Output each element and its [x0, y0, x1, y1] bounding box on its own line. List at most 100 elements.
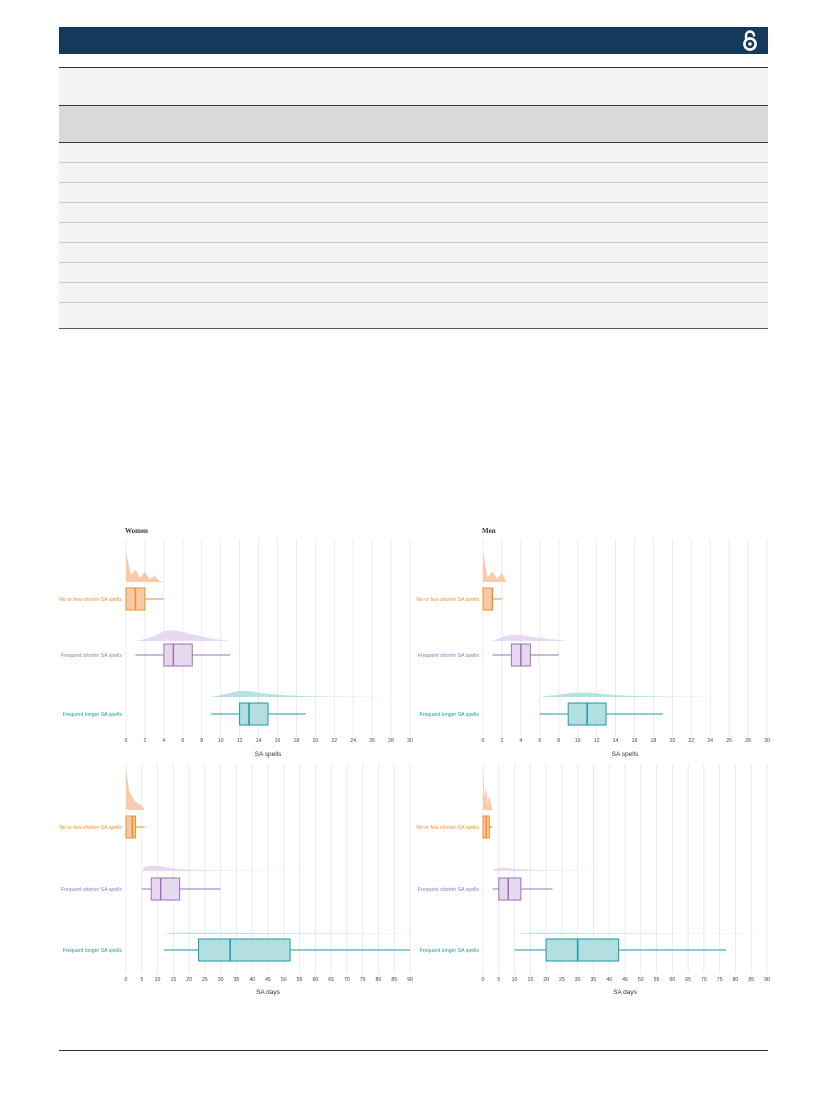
tick-label: 55	[297, 977, 303, 983]
footer-rule	[59, 1050, 768, 1051]
open-access-icon	[743, 30, 757, 51]
density-orange	[483, 768, 493, 810]
tick-label: 80	[733, 977, 739, 983]
density-purple	[141, 865, 316, 871]
tick-label: 0	[482, 977, 485, 983]
tick-label: 50	[638, 977, 644, 983]
tick-label: 6	[181, 738, 184, 744]
table-row	[59, 262, 768, 263]
group-label: Frequent shorter SA spells	[61, 887, 123, 893]
tick-label: 28	[388, 738, 394, 744]
tick-label: 75	[360, 977, 366, 983]
tick-label: 26	[369, 738, 375, 744]
tick-label: 2	[143, 738, 146, 744]
tick-label: 28	[745, 738, 751, 744]
x-axis-label: SA spells	[255, 751, 282, 758]
tick-label: 30	[575, 977, 581, 983]
tick-label: 18	[294, 738, 300, 744]
density-purple	[492, 867, 610, 871]
tick-label: 22	[331, 738, 337, 744]
group-label: No or few shorter SA spells	[416, 825, 479, 831]
tick-label: 35	[234, 977, 240, 983]
tick-label: 20	[186, 977, 192, 983]
tick-label: 24	[707, 738, 713, 744]
tick-label: 70	[344, 977, 350, 983]
table-row	[59, 162, 768, 163]
tick-label: 80	[376, 977, 382, 983]
tick-label: 70	[701, 977, 707, 983]
tick-label: 65	[685, 977, 691, 983]
group-label: No or few shorter SA spells	[59, 825, 122, 831]
tick-label: 25	[202, 977, 208, 983]
tick-label: 5	[140, 977, 143, 983]
box-orange	[482, 587, 493, 611]
tick-label: 55	[654, 977, 660, 983]
tick-label: 4	[162, 738, 165, 744]
tick-label: 40	[249, 977, 255, 983]
tick-label: 8	[557, 738, 560, 744]
density-orange	[126, 552, 164, 582]
tick-label: 26	[726, 738, 732, 744]
x-axis-label: SA spells	[612, 751, 639, 758]
box-orange	[125, 815, 136, 839]
box-purple	[150, 877, 181, 901]
tick-label: 50	[281, 977, 287, 983]
table-row	[59, 302, 768, 303]
density-teal	[539, 692, 730, 697]
tick-label: 5	[497, 977, 500, 983]
tick-label: 45	[622, 977, 628, 983]
tick-label: 60	[312, 977, 318, 983]
x-axis-label: SA days	[613, 989, 638, 996]
box-teal	[239, 702, 269, 726]
density-orange	[483, 552, 507, 582]
tick-label: 4	[519, 738, 522, 744]
tick-label: 6	[538, 738, 541, 744]
tick-label: 0	[482, 738, 485, 744]
tick-label: 0	[125, 977, 128, 983]
tick-label: 14	[613, 738, 619, 744]
tick-label: 35	[591, 977, 597, 983]
box-purple	[163, 643, 193, 667]
x-axis-label: SA days	[256, 989, 281, 996]
tick-label: 15	[527, 977, 533, 983]
table-row	[59, 242, 768, 243]
journal-header-bar	[59, 27, 768, 54]
group-label: Frequent longer SA spells	[63, 948, 123, 954]
tick-label: 45	[265, 977, 271, 983]
group-label: Frequent shorter SA spells	[61, 653, 123, 659]
tick-label: 75	[717, 977, 723, 983]
tick-label: 2	[500, 738, 503, 744]
density-teal	[163, 932, 410, 934]
box-teal	[198, 938, 291, 962]
tick-label: 10	[512, 977, 518, 983]
table-row	[59, 182, 768, 183]
tick-label: 24	[350, 738, 356, 744]
table-row	[59, 202, 768, 203]
tick-label: 60	[669, 977, 675, 983]
density-purple	[492, 634, 569, 641]
tick-label: 20	[669, 738, 675, 744]
data-table	[59, 67, 768, 329]
tick-label: 30	[218, 977, 224, 983]
density-purple	[135, 630, 231, 641]
tick-label: 10	[155, 977, 161, 983]
density-orange	[126, 768, 145, 810]
tick-label: 18	[651, 738, 657, 744]
tick-label: 85	[748, 977, 754, 983]
tick-label: 12	[237, 738, 243, 744]
group-label: Frequent longer SA spells	[63, 712, 123, 718]
tick-label: 22	[688, 738, 694, 744]
tick-label: 10	[218, 738, 224, 744]
box-teal	[545, 938, 620, 962]
tick-label: 12	[594, 738, 600, 744]
table-bottom-rule	[59, 328, 768, 329]
group-label: No or few shorter SA spells	[416, 597, 479, 603]
tick-label: 90	[407, 977, 413, 983]
chart-women-sa-spells: Women No or few shorter SA spells Frequent…	[59, 527, 413, 758]
panel-title: Men	[482, 527, 496, 535]
tick-label: 20	[312, 738, 318, 744]
chart-women-sa-days: No or few shorter SA spells Frequent shor…	[59, 764, 413, 996]
chart-men-sa-spells: Men No or few shorter SA spells Frequent s…	[416, 527, 770, 758]
panel-title: Women	[125, 527, 148, 535]
tick-label: 8	[200, 738, 203, 744]
